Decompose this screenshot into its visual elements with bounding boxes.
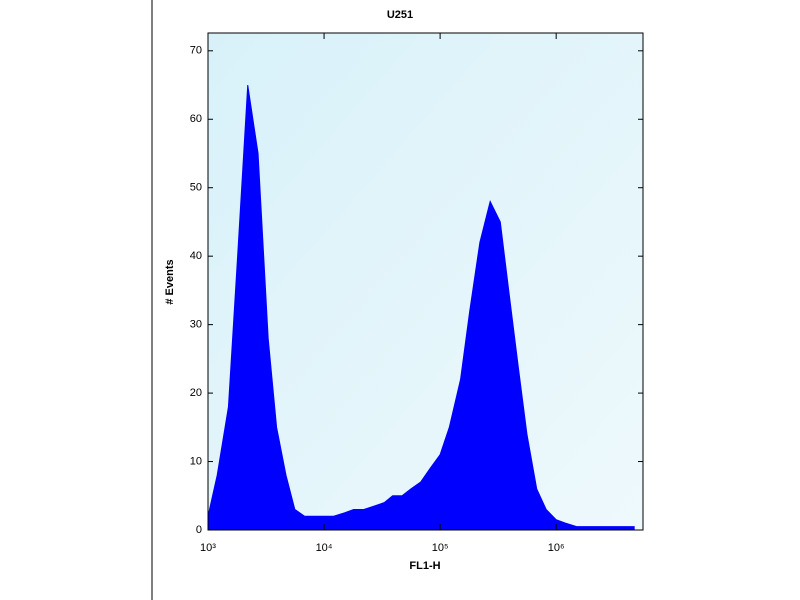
plot-frame (207, 32, 644, 531)
x-tick-label: 10⁵ (432, 542, 449, 554)
x-tick-label: 10⁴ (316, 542, 333, 554)
y-tick-label: 40 (190, 250, 202, 262)
y-axis-label: # Events (164, 259, 176, 304)
y-tick-label: 50 (190, 182, 202, 194)
x-axis-label: FL1-H (409, 560, 440, 572)
y-tick-label: 30 (190, 319, 202, 331)
histogram-area (207, 84, 635, 531)
y-tick-label: 60 (190, 113, 202, 125)
y-tick-label: 70 (190, 45, 202, 57)
y-tick-label: 20 (190, 387, 202, 399)
y-tick-label: 0 (196, 524, 202, 536)
plot (207, 84, 635, 531)
x-tick-label: 10³ (200, 542, 216, 554)
chart-title: U251 (387, 9, 413, 21)
y-tick-label: 10 (190, 455, 202, 467)
x-tick-label: 10⁶ (548, 542, 565, 554)
